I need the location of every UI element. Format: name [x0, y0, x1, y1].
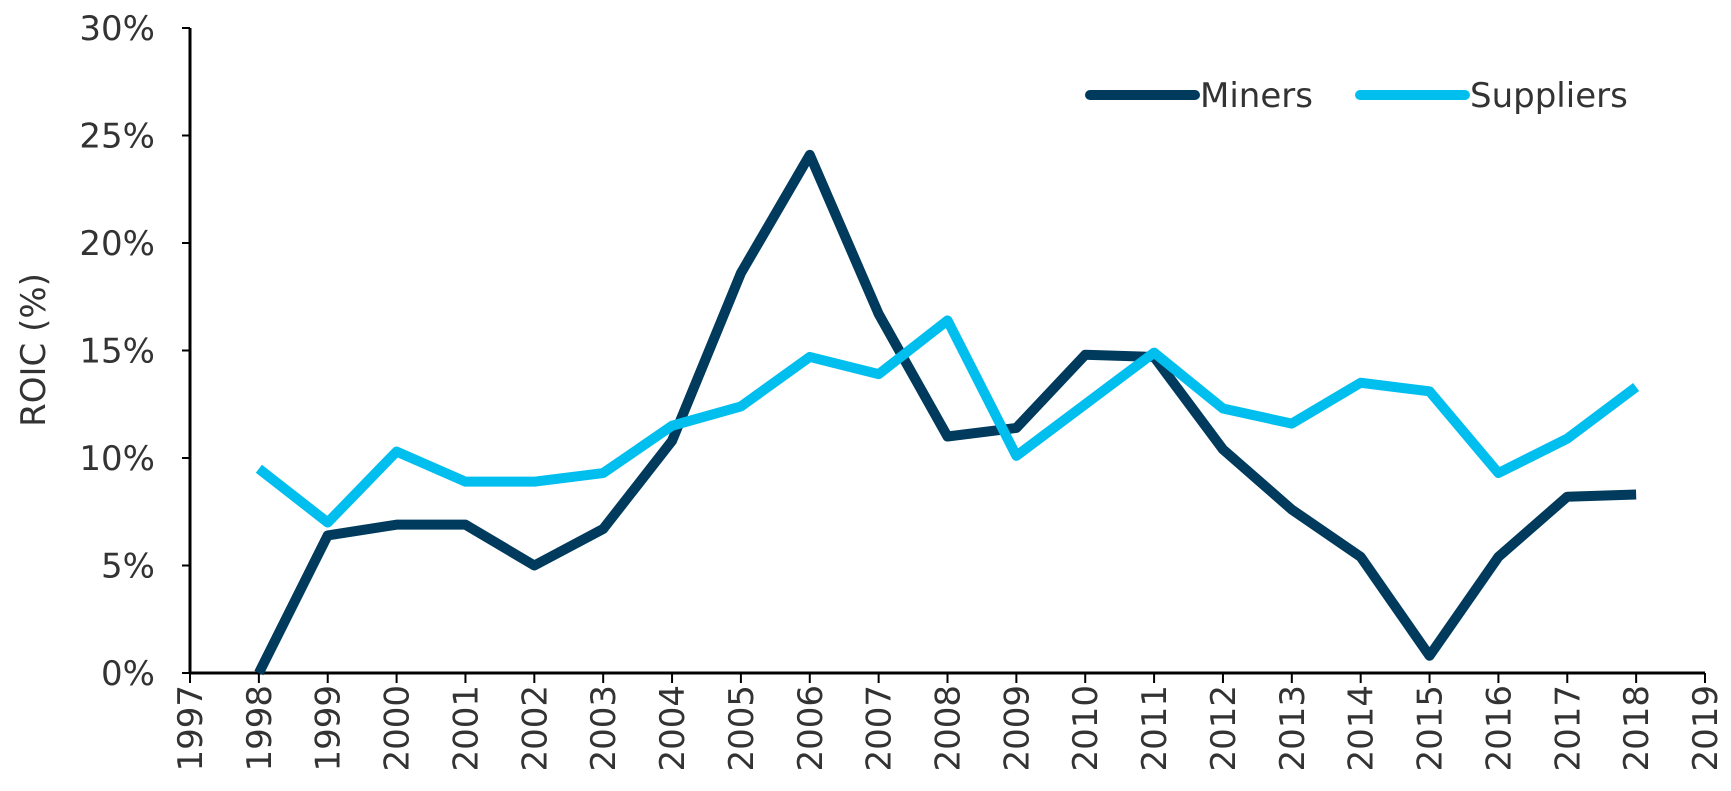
y-tick-label: 5% [101, 547, 155, 587]
x-tick-label: 2012 [1204, 685, 1244, 772]
x-tick-label: 2017 [1548, 685, 1588, 772]
series-line [254, 149, 1637, 676]
series-line [255, 315, 1640, 528]
x-tick-label: 2008 [929, 685, 969, 772]
x-tick-label: 2011 [1135, 685, 1175, 772]
x-tick-label: 2013 [1273, 685, 1313, 772]
x-tick-label: 2019 [1686, 685, 1726, 772]
y-tick-label: 20% [79, 224, 155, 264]
x-tick-label: 2007 [860, 685, 900, 772]
x-tick-label: 2005 [722, 685, 762, 772]
legend-label: Miners [1200, 76, 1313, 116]
x-tick-label: 1997 [171, 685, 211, 772]
y-tick-label: 15% [79, 332, 155, 372]
x-tick-label: 2014 [1342, 685, 1382, 772]
x-tick-label: 2009 [997, 685, 1037, 772]
y-axis-label: ROIC (%) [14, 273, 54, 427]
x-tick-label: 2016 [1479, 685, 1519, 772]
legend-label: Suppliers [1470, 76, 1628, 116]
x-tick-label: 2015 [1411, 685, 1451, 772]
y-tick-label: 25% [79, 117, 155, 157]
x-tick-label: 1999 [309, 685, 349, 772]
x-tick-label: 2006 [791, 685, 831, 772]
x-tick-label: 2001 [446, 685, 486, 772]
x-tick-label: 2010 [1066, 685, 1106, 772]
x-tick-label: 2004 [653, 685, 693, 772]
x-tick-label: 2000 [378, 685, 418, 772]
x-tick-label: 2003 [584, 685, 624, 772]
y-tick-label: 0% [101, 654, 155, 694]
x-tick-label: 1998 [240, 685, 280, 772]
y-tick-label: 30% [79, 9, 155, 49]
x-tick-label: 2002 [515, 685, 555, 772]
x-tick-label: 2018 [1617, 685, 1657, 772]
y-tick-label: 10% [79, 439, 155, 479]
